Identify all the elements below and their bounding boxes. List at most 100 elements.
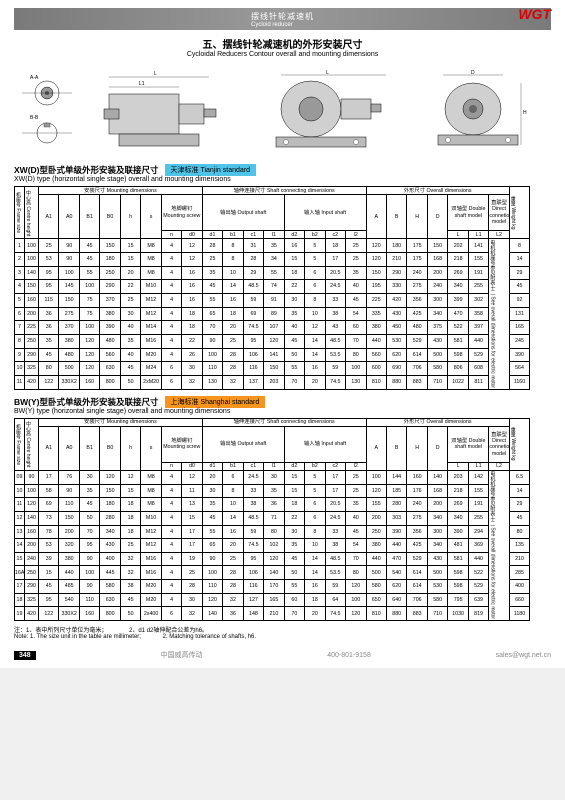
cell: 120 bbox=[202, 593, 222, 607]
cell: 175 bbox=[407, 253, 427, 267]
cell: 150 bbox=[100, 239, 120, 253]
col-mounting2: 安装尺寸 Mounting dimensions bbox=[39, 418, 203, 426]
cell: 330 bbox=[386, 280, 406, 294]
cell: 25 bbox=[346, 484, 366, 498]
c2-d0: d0 bbox=[182, 462, 202, 470]
cell: 580 bbox=[427, 593, 447, 607]
c2-D: D bbox=[427, 426, 447, 470]
cell: 4 bbox=[161, 293, 181, 307]
cell: 45 bbox=[39, 580, 59, 594]
cell: 529 bbox=[407, 552, 427, 566]
table-row: 183259554011063045M204301203212716560186… bbox=[15, 593, 551, 607]
cell: 24.5 bbox=[325, 511, 345, 525]
cell: 225 bbox=[366, 293, 386, 307]
cell: 1030 bbox=[448, 607, 468, 621]
cell: 80 bbox=[264, 525, 284, 539]
cell: 100 bbox=[202, 348, 222, 362]
cell: 390 bbox=[448, 525, 468, 539]
cell: 95 bbox=[79, 539, 99, 553]
cell: 390 bbox=[509, 348, 529, 362]
cell: M10 bbox=[141, 280, 161, 294]
cell: 202 bbox=[448, 239, 468, 253]
cell: 16 bbox=[223, 525, 243, 539]
c-c1: c1 bbox=[243, 231, 263, 239]
note-cell: 电机机座号参见附表十二 See overall dimenstions for … bbox=[489, 239, 509, 389]
cell: 280 bbox=[100, 511, 120, 525]
logo: WGT bbox=[518, 6, 551, 22]
cell: 15 bbox=[120, 484, 140, 498]
col-mounting: 安装尺寸 Mounting dimensions bbox=[39, 187, 203, 195]
table-xwd: 机座号 Frame size 中心高 Centre height 安装尺寸 Mo… bbox=[14, 186, 551, 390]
cell: 106 bbox=[243, 348, 263, 362]
note2-2en: 2. Matching tolerance of shafts, h6. bbox=[163, 634, 256, 640]
cell: 9 bbox=[15, 348, 25, 362]
section2-title-cn: BW(Y)型卧式单级外形安装及联接尺寸 bbox=[14, 396, 159, 408]
cell: 706 bbox=[407, 593, 427, 607]
cell: 140 bbox=[25, 266, 39, 280]
table-bwy: 机座号 Frame size 中心高 Centre height 安装尺寸 Mo… bbox=[14, 418, 551, 622]
cell: 120 bbox=[366, 253, 386, 267]
cell: 481 bbox=[448, 539, 468, 553]
cell: 70 bbox=[202, 321, 222, 335]
cell: 90 bbox=[202, 334, 222, 348]
cell: 8 bbox=[305, 525, 325, 539]
cell: 300 bbox=[427, 525, 447, 539]
cell: 17 bbox=[182, 539, 202, 553]
cell: 639 bbox=[468, 593, 488, 607]
cell: 80 bbox=[346, 566, 366, 580]
cell: 150 bbox=[59, 293, 79, 307]
cell: 28 bbox=[182, 580, 202, 594]
cell: 137 bbox=[243, 375, 263, 389]
cell: 115 bbox=[39, 293, 59, 307]
tianjin-badge: 天津标准 Tianjin standard bbox=[165, 164, 257, 176]
cell: 290 bbox=[25, 580, 39, 594]
cell: M20 bbox=[141, 580, 161, 594]
cell: 17 bbox=[182, 525, 202, 539]
cell: 100 bbox=[202, 566, 222, 580]
cell: 45 bbox=[284, 552, 304, 566]
c2-output: 输出轴 Output shaft bbox=[202, 426, 284, 462]
cell: 30 bbox=[182, 593, 202, 607]
table-row: 6200362757538030M12418651869893510385433… bbox=[15, 307, 551, 321]
cell: 100 bbox=[346, 593, 366, 607]
cell: 5 bbox=[305, 253, 325, 267]
cell: 8 bbox=[223, 253, 243, 267]
cell: 530 bbox=[386, 334, 406, 348]
cell: 15 bbox=[284, 470, 304, 484]
cell: 71 bbox=[264, 511, 284, 525]
cell: M12 bbox=[141, 293, 161, 307]
cell: 375 bbox=[427, 321, 447, 335]
cell: 6 bbox=[305, 266, 325, 280]
cell: 20 bbox=[202, 470, 222, 484]
cell: 250 bbox=[100, 266, 120, 280]
cell: 40 bbox=[346, 280, 366, 294]
cell: 883 bbox=[407, 607, 427, 621]
cell: 14 bbox=[305, 566, 325, 580]
cell: 25 bbox=[346, 253, 366, 267]
col-b0: B0 bbox=[100, 195, 120, 239]
cell: 36 bbox=[39, 321, 59, 335]
c2-b0: B0 bbox=[100, 426, 120, 470]
cell: 95 bbox=[243, 552, 263, 566]
c2-h: h bbox=[120, 426, 140, 470]
cell: 144 bbox=[386, 470, 406, 484]
cell: 191 bbox=[468, 498, 488, 512]
cell: 25 bbox=[223, 552, 243, 566]
cell: 19 bbox=[15, 607, 25, 621]
table-row: 11420122330X2160800502xM2063213032137203… bbox=[15, 375, 551, 389]
cell: M14 bbox=[141, 321, 161, 335]
cell: 810 bbox=[366, 607, 386, 621]
cell: 16 bbox=[182, 266, 202, 280]
cell: M12 bbox=[141, 525, 161, 539]
cell: 13 bbox=[15, 525, 25, 539]
cell: 218 bbox=[448, 484, 468, 498]
cell: 580 bbox=[427, 362, 447, 376]
cell: 78 bbox=[39, 525, 59, 539]
cell: M20 bbox=[141, 593, 161, 607]
cell: 500 bbox=[427, 348, 447, 362]
cell: 883 bbox=[407, 375, 427, 389]
cell: 380 bbox=[366, 321, 386, 335]
cell: M20 bbox=[141, 348, 161, 362]
cell: 4 bbox=[161, 580, 181, 594]
cell: M24 bbox=[141, 362, 161, 376]
